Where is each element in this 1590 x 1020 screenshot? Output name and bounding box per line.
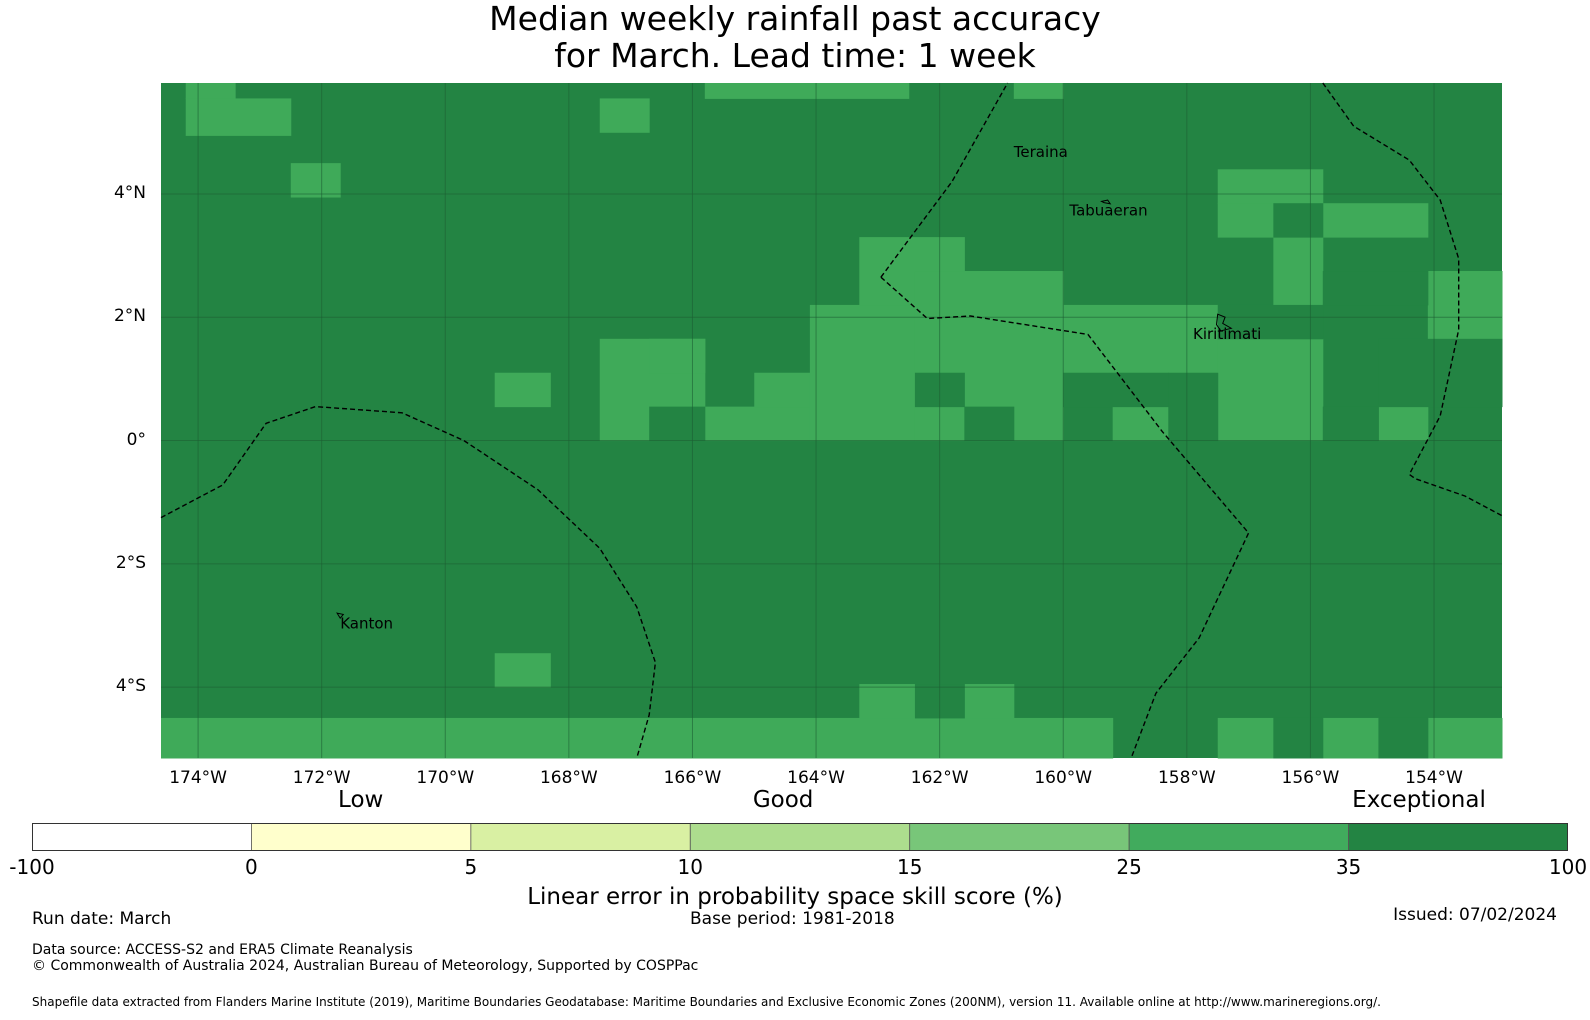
skill-cell-35-100 bbox=[964, 406, 1015, 442]
skill-cell-25-35 bbox=[704, 83, 910, 99]
latitude-tick-label: 4°N bbox=[113, 182, 146, 203]
longitude-tick-label: 162°W bbox=[910, 768, 969, 788]
skill-cell-25-35 bbox=[1322, 717, 1379, 759]
colorbar-label: Linear error in probability space skill … bbox=[527, 884, 1063, 910]
colorbar-bin bbox=[689, 823, 911, 851]
skill-cell-25-35 bbox=[1378, 406, 1429, 442]
skill-cell-25-35 bbox=[1112, 406, 1169, 442]
skill-category-label: Low bbox=[338, 787, 384, 813]
skill-cell-35-100 bbox=[1063, 372, 1169, 408]
skill-cell-25-35 bbox=[859, 684, 916, 719]
copyright: © Commonwealth of Australia 2024, Austra… bbox=[32, 958, 699, 974]
colorbar-tick-label: 0 bbox=[245, 855, 258, 879]
skill-cell-25-35 bbox=[649, 338, 706, 374]
skill-cell-25-35 bbox=[185, 83, 236, 99]
longitude-tick-label: 174°W bbox=[169, 768, 227, 788]
skill-cell-35-100 bbox=[1273, 717, 1324, 759]
colorbar-frame bbox=[32, 823, 1568, 851]
skill-cell-25-35 bbox=[754, 372, 811, 408]
skill-cell-25-35 bbox=[1217, 203, 1274, 238]
latitude-tick-label: 0° bbox=[126, 429, 146, 450]
skill-cell-25-35 bbox=[1273, 237, 1324, 306]
skill-cell-25-35 bbox=[964, 684, 1015, 719]
longitude-tick-label: 158°W bbox=[1157, 768, 1216, 788]
eez-boundary bbox=[880, 82, 1009, 278]
latitude-tick-label: 2°N bbox=[113, 306, 146, 327]
colorbar-bin bbox=[1128, 823, 1349, 851]
issued-date: Issued: 07/02/2024 bbox=[1393, 905, 1557, 925]
colorbar-tick-label: 100 bbox=[1548, 855, 1588, 879]
longitude-tick-label: 166°W bbox=[663, 768, 722, 788]
latitude-tick-label: 4°S bbox=[115, 676, 146, 697]
run-date: Run date: March bbox=[32, 909, 172, 929]
longitude-tick-label: 168°W bbox=[539, 768, 598, 788]
colorbar-tick-label: 25 bbox=[1116, 855, 1142, 879]
longitude-tick-label: 170°W bbox=[416, 768, 475, 788]
map-title-line-2: for March. Lead time: 1 week bbox=[554, 36, 1036, 75]
island-outline bbox=[1215, 313, 1233, 332]
longitude-tick-label: 156°W bbox=[1281, 768, 1340, 788]
eez-boundary bbox=[880, 276, 1250, 759]
skill-cell-25-35 bbox=[1013, 83, 1064, 99]
place-label: Tabuaeran bbox=[1068, 202, 1147, 220]
colorbar bbox=[32, 823, 1568, 851]
latitude-tick-label: 2°S bbox=[115, 552, 146, 573]
place-label: Kiritimati bbox=[1193, 325, 1261, 343]
colorbar-tick-label: 35 bbox=[1335, 855, 1362, 879]
skill-cell-25-35 bbox=[704, 406, 811, 442]
skill-category-label: Good bbox=[752, 787, 814, 813]
skill-cell-25-35 bbox=[1217, 169, 1324, 204]
longitude-tick-label: 164°W bbox=[787, 768, 845, 788]
colorbar-tick-label: 15 bbox=[896, 855, 923, 879]
colorbar-tick-label: 5 bbox=[464, 855, 478, 879]
longitude-tick-label: 154°W bbox=[1405, 768, 1463, 788]
colorbar-bin bbox=[251, 823, 472, 851]
base-period: Base period: 1981-2018 bbox=[690, 909, 895, 929]
colorbar-tick-label: -100 bbox=[9, 855, 55, 879]
skill-cell-35-100 bbox=[1378, 717, 1429, 759]
place-label: Kanton bbox=[340, 615, 393, 633]
skill-cell-25-35 bbox=[1427, 717, 1503, 759]
colorbar-bin bbox=[470, 823, 691, 851]
skill-cell-25-35 bbox=[599, 98, 650, 133]
skill-cell-25-35 bbox=[1217, 338, 1324, 442]
island-outline bbox=[336, 612, 345, 619]
skill-cell-35-100 bbox=[649, 406, 706, 442]
skill-cell-25-35 bbox=[494, 372, 551, 408]
skill-category-label: Exceptional bbox=[1352, 787, 1486, 813]
shapefile-note: Shapefile data extracted from Flanders M… bbox=[32, 995, 1381, 1009]
eez-boundary bbox=[1322, 82, 1503, 517]
place-label: Teraina bbox=[1013, 143, 1068, 161]
data-source: Data source: ACCESS-S2 and ERA5 Climate … bbox=[32, 942, 413, 958]
skill-cell-35-100 bbox=[1322, 406, 1379, 442]
colorbar-bin bbox=[909, 823, 1130, 851]
colorbar-tick-label: 10 bbox=[677, 855, 703, 879]
skill-cell-35-100 bbox=[1322, 271, 1429, 306]
skill-cell-25-35 bbox=[1322, 203, 1429, 238]
colorbar-bin bbox=[1348, 823, 1568, 851]
skill-cell-35-100 bbox=[1168, 372, 1219, 442]
longitude-tick-label: 160°W bbox=[1034, 768, 1093, 788]
skill-cell-25-35 bbox=[809, 304, 916, 442]
longitude-tick-label: 172°W bbox=[292, 768, 351, 788]
skill-cell-25-35 bbox=[185, 98, 292, 136]
skill-map: Teraina Tabuaeran Kiritimati Kanton bbox=[160, 82, 1503, 759]
skill-cell-35-100 bbox=[1273, 203, 1324, 238]
skill-cell-25-35 bbox=[1427, 271, 1503, 340]
skill-cell-35-100 bbox=[1378, 338, 1503, 408]
map-title-line-1: Median weekly rainfall past accuracy bbox=[489, 0, 1101, 38]
island-outline bbox=[1100, 199, 1112, 205]
skill-cell-25-35 bbox=[161, 717, 1114, 759]
skill-cell-25-35 bbox=[1063, 304, 1219, 374]
eez-boundary bbox=[160, 405, 657, 759]
skill-cell-25-35 bbox=[494, 653, 551, 688]
skill-cell-25-35 bbox=[290, 163, 341, 198]
skill-cell-25-35 bbox=[1217, 717, 1274, 759]
colorbar-bin bbox=[32, 823, 252, 851]
skill-cell-35-100 bbox=[1217, 304, 1324, 340]
